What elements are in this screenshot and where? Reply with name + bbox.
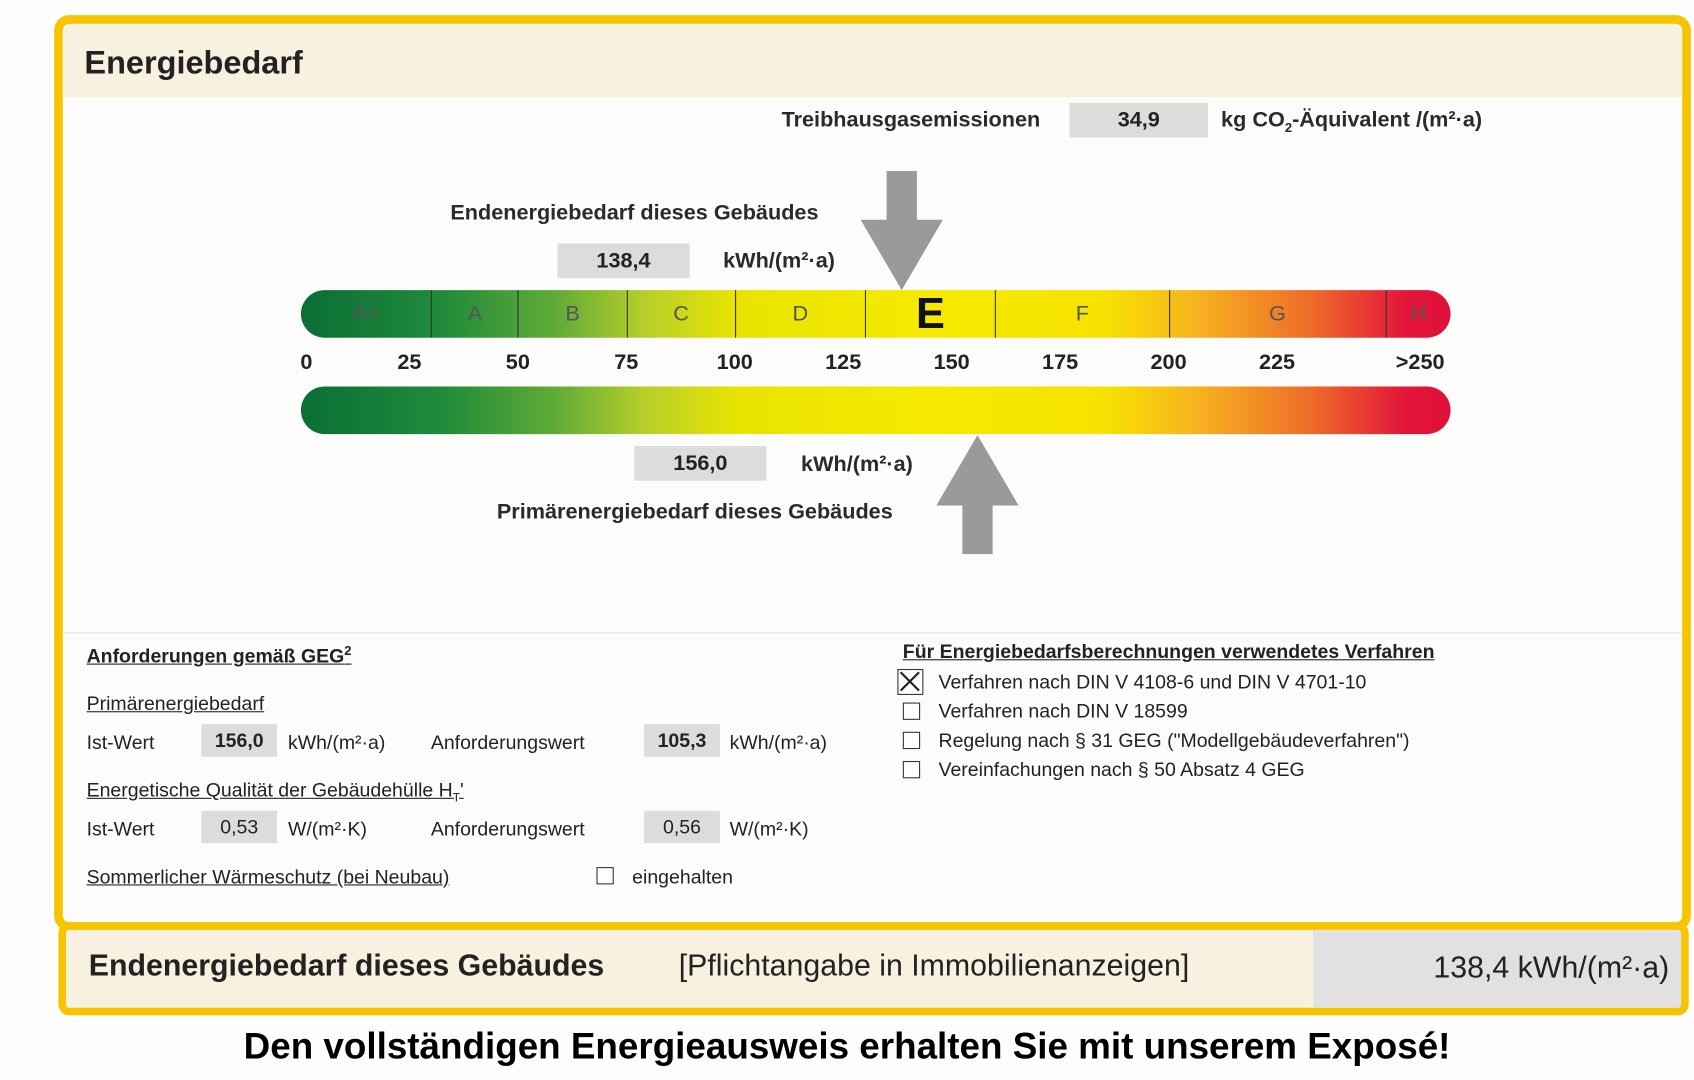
unit-subscript: 2: [1284, 120, 1293, 136]
envelope-ist-unit: W/(m²·K): [287, 818, 367, 841]
scale-tick-label: >250: [1395, 350, 1445, 375]
scale-tick-label: 225: [1258, 350, 1296, 375]
scale-tick-label: 125: [825, 350, 862, 375]
energy-class-bar: A+ A B C D E F G H: [300, 290, 1451, 338]
scale-tick-label: 200: [1150, 350, 1187, 375]
scale-tick-label: 150: [933, 350, 970, 375]
emissions-unit: kg CO2-Äquivalent /(m²·a): [1221, 108, 1482, 135]
summary-value: 138,4 kWh/(m²·a): [1433, 950, 1670, 984]
envelope-requirement-title: Energetische Qualität der Gebäudehülle H…: [87, 779, 464, 805]
energy-class-a: A: [431, 290, 518, 338]
subscript: T: [452, 791, 461, 805]
primary-energy-value: 156,0: [634, 445, 767, 481]
end-energy-value: 138,4: [557, 243, 690, 279]
envelope-req-label: Anforderungswert: [430, 818, 585, 841]
summary-value-box: [1313, 929, 1682, 1008]
energy-class-g: G: [1168, 290, 1386, 338]
envelope-title-text: Energetische Qualität der Gebäudehülle H: [86, 779, 453, 802]
energy-class-h: H: [1385, 290, 1450, 338]
energy-class-c: C: [626, 290, 734, 338]
summary-panel: [58, 922, 1689, 1016]
method-label: Vereinfachungen nach § 50 Absatz 4 GEG: [938, 758, 1305, 781]
energy-demand-panel: [54, 15, 1691, 931]
envelope-req-unit: W/(m²·K): [729, 818, 809, 841]
energy-class-f: F: [995, 290, 1169, 338]
scale-tick-label: 0: [300, 350, 313, 375]
primary-energy-arrow-icon: [936, 435, 1019, 555]
method-checkbox[interactable]: [902, 731, 921, 750]
envelope-ist-label: Ist-Wert: [86, 818, 155, 841]
envelope-req-value: 0,56: [644, 810, 720, 844]
primary-req-value: 105,3: [644, 724, 720, 757]
requirements-title: Anforderungen gemäß GEG2: [87, 643, 352, 668]
summer-protection-checkbox-label: eingehalten: [632, 866, 733, 888]
scale-tick-label: 100: [716, 350, 753, 375]
scale-tick-label: 25: [397, 350, 422, 375]
primary-req-label: Anforderungswert: [430, 731, 585, 754]
method-label: Verfahren nach DIN V 18599: [938, 700, 1188, 723]
method-label: Regelung nach § 31 GEG ("Modellgebäudeve…: [938, 729, 1410, 752]
scale-tick-label: 75: [614, 350, 639, 375]
end-energy-unit: kWh/(m²·a): [723, 248, 835, 273]
primary-ist-unit: kWh/(m²·a): [287, 731, 386, 754]
summer-protection-title: Sommerlicher Wärmeschutz (bei Neubau): [86, 866, 450, 888]
primary-energy-unit: kWh/(m²·a): [801, 452, 913, 477]
panel-title: Energiebedarf: [84, 45, 303, 82]
primary-ist-label: Ist-Wert: [86, 731, 155, 754]
energy-class-b: B: [517, 290, 626, 338]
energy-gradient-bar: [300, 386, 1451, 435]
methods-title: Für Energiebedarfsberechnungen verwendet…: [902, 640, 1435, 663]
unit-text: -Äquivalent /(m²·a): [1292, 108, 1483, 133]
method-checkbox[interactable]: [902, 702, 921, 720]
energy-class-e: E: [864, 290, 995, 338]
panel-header: [62, 23, 1683, 98]
summary-note: [Pflichtangabe in Immobilienanzeigen]: [678, 948, 1190, 982]
energy-class-a-plus: A+: [352, 302, 380, 326]
end-energy-label: Endenergiebedarf dieses Gebäudes: [450, 201, 819, 226]
scale-tick-label: 175: [1042, 350, 1079, 375]
method-checkbox[interactable]: [902, 760, 921, 779]
unit-text: kg CO: [1221, 108, 1285, 133]
summary-label: Endenergiebedarf dieses Gebäudes: [88, 948, 605, 982]
requirements-title-text: Anforderungen gemäß GEG: [86, 645, 345, 667]
energy-class-d: D: [734, 290, 865, 338]
emissions-value: 34,9: [1069, 102, 1209, 138]
primary-req-unit: kWh/(m²·a): [729, 731, 828, 754]
method-label: Verfahren nach DIN V 4108-6 und DIN V 47…: [938, 671, 1367, 693]
summer-protection-checkbox[interactable]: [596, 867, 614, 885]
primary-energy-label: Primärenergiebedarf dieses Gebäudes: [496, 500, 893, 524]
footer-note: Den vollständigen Energieausweis erhalte…: [243, 1026, 1451, 1068]
checkmark-x-icon: [899, 671, 920, 692]
emissions-label: Treibhausgasemissionen: [781, 108, 1041, 133]
primary-requirement-title: Primärenergiebedarf: [86, 692, 265, 715]
envelope-ist-value: 0,53: [201, 810, 278, 844]
footnote-marker: 2: [344, 643, 352, 659]
divider: [62, 632, 1683, 634]
prime-mark: ': [460, 779, 464, 802]
end-energy-arrow-icon: [860, 171, 943, 291]
scale-tick-label: 50: [505, 350, 530, 375]
method-checkbox[interactable]: [897, 668, 924, 695]
primary-ist-value: 156,0: [201, 724, 278, 757]
